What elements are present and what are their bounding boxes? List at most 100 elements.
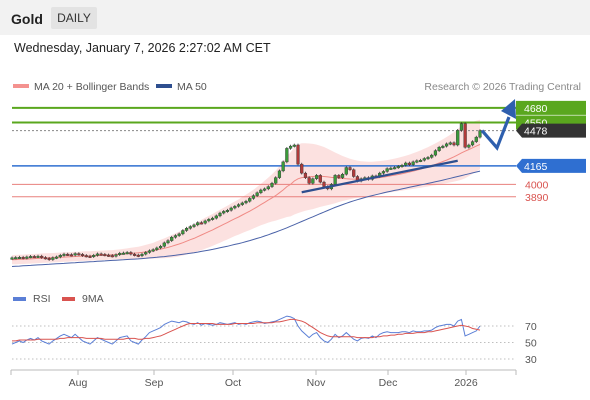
- candle-body: [58, 255, 62, 258]
- candle-body: [407, 162, 412, 165]
- candle-body: [92, 255, 96, 257]
- candle-body: [478, 130, 482, 138]
- candle-body: [244, 201, 248, 204]
- candle-body: [166, 240, 170, 244]
- candle-body: [251, 195, 256, 199]
- candle-body: [322, 181, 326, 187]
- rsi-line: [11, 315, 481, 345]
- candle-body: [73, 253, 77, 256]
- candle-body: [236, 204, 241, 207]
- candle-body: [344, 167, 348, 175]
- candle-body: [262, 188, 267, 191]
- candle-body: [125, 252, 129, 255]
- candle-body: [288, 145, 293, 149]
- candle-body: [25, 256, 29, 259]
- candle-body: [140, 253, 144, 257]
- candle-body: [292, 144, 296, 147]
- candle-body: [281, 161, 285, 172]
- bollinger-band: [12, 119, 480, 265]
- candle-body: [337, 175, 341, 178]
- candle-body: [106, 254, 111, 257]
- candle-body: [340, 174, 345, 178]
- candle-body: [233, 206, 237, 209]
- candle-body: [300, 163, 304, 174]
- candle-body: [456, 130, 460, 146]
- candle-body: [266, 186, 270, 190]
- candle-body: [66, 253, 70, 256]
- candle-body: [32, 256, 36, 259]
- candle-body: [222, 211, 226, 214]
- candle-body: [214, 215, 218, 219]
- candle-body: [210, 217, 215, 220]
- candle-body: [80, 254, 85, 257]
- candle-body: [99, 253, 103, 256]
- candle-body: [155, 247, 159, 250]
- candle-body: [158, 246, 163, 249]
- x-axis: Aug Sep Oct Nov Dec 2026: [10, 370, 517, 389]
- candle-body: [385, 168, 389, 172]
- candle-body: [21, 257, 25, 259]
- timeframe-badge[interactable]: DAILY: [51, 7, 97, 29]
- candle-body: [28, 256, 33, 259]
- candle-body: [333, 175, 337, 185]
- x-tick-label: Nov: [307, 377, 326, 389]
- resistance-tag-4680: [516, 100, 586, 115]
- candle-body: [47, 258, 51, 260]
- rsi-legend-label: RSI: [33, 293, 51, 305]
- candle-body: [199, 222, 204, 225]
- candle-body: [162, 242, 166, 247]
- candle-body: [463, 123, 467, 148]
- ma20-legend-swatch: [13, 84, 29, 88]
- rsi-tick-label: 70: [525, 321, 537, 333]
- candle-body: [441, 145, 445, 148]
- pivot-tag: [516, 158, 586, 173]
- support-label-4000: 4000: [525, 179, 549, 191]
- candle-body: [229, 207, 233, 211]
- top-bar: Gold DAILY: [0, 0, 590, 35]
- ma20-legend-label: MA 20 + Bollinger Bands: [34, 81, 149, 93]
- candle-body: [225, 210, 230, 212]
- x-tick-label: Oct: [225, 377, 241, 389]
- candle-body: [352, 169, 356, 177]
- candle-body: [248, 198, 252, 202]
- forecast-arrow-head: [501, 99, 516, 119]
- candle-body: [188, 226, 192, 229]
- x-tick-label: Sep: [145, 377, 164, 389]
- candle-body: [207, 219, 211, 222]
- candle-body: [274, 177, 278, 184]
- pivot-label: 4165: [524, 161, 548, 173]
- candle-body: [196, 222, 200, 226]
- candle-body: [129, 252, 133, 255]
- candle-body: [144, 252, 148, 255]
- candle-body: [192, 224, 196, 227]
- candle-body: [114, 254, 118, 257]
- rsi-tick-label: 50: [525, 338, 537, 350]
- candle-body: [136, 254, 140, 257]
- candle-body: [14, 257, 18, 260]
- candle-body: [459, 123, 464, 131]
- candle-body: [411, 161, 415, 165]
- candle-body: [177, 233, 181, 236]
- rsi-tick-label: 30: [525, 354, 537, 366]
- candle-body: [184, 228, 189, 231]
- candle-body: [303, 172, 308, 178]
- candle-body: [467, 144, 471, 148]
- candle-body: [381, 171, 386, 174]
- candle-body: [389, 167, 393, 170]
- candle-body: [285, 148, 289, 163]
- x-tick-label: 2026: [454, 377, 478, 389]
- candle-body: [88, 255, 92, 258]
- candle-body: [84, 255, 88, 258]
- candle-body: [311, 178, 315, 184]
- candle-body: [10, 257, 14, 260]
- candle-body: [318, 175, 322, 183]
- candle-body: [77, 253, 81, 256]
- candle-body: [170, 237, 174, 241]
- candle-body: [118, 253, 122, 255]
- resistance-label-4680: 4680: [524, 103, 548, 115]
- candle-body: [348, 167, 352, 170]
- candle-body: [418, 159, 423, 162]
- rsi-panel: 70 50 30: [11, 315, 537, 366]
